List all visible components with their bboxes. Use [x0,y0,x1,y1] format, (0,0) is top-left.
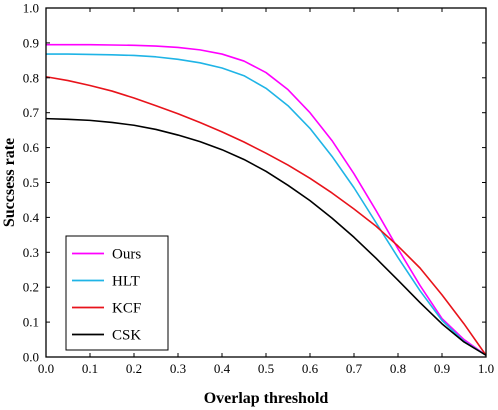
y-tick-label: 0.3 [23,245,39,260]
y-tick-label: 0.0 [23,350,39,365]
series-line-kcf [45,75,487,356]
legend-label-kcf: KCF [112,301,141,317]
x-tick-label: 0.6 [302,361,319,376]
x-tick-label: 0.5 [258,361,274,376]
series-line-ours [46,43,487,356]
x-tick-label: 1.0 [478,361,494,376]
x-tick-label: 0.8 [390,361,406,376]
legend: Ours HLT KCF CSK [65,235,169,351]
y-tick-label: 0.4 [23,210,40,225]
y-tick-label: 1.0 [23,1,39,16]
y-tick-label: 0.9 [23,35,39,50]
y-axis-title: Succsess rate [1,138,18,227]
x-axis-title: Overlap threshold [204,390,329,407]
y-tick-label: 0.2 [23,280,39,295]
x-tick-label: 0.4 [214,361,231,376]
series-layer [45,43,487,356]
series-line-hlt [46,53,487,356]
y-tick-label: 0.1 [23,315,39,330]
x-tick-label: 0.1 [82,361,98,376]
legend-label-csk: CSK [112,328,141,344]
x-tick-label: 0.9 [434,361,450,376]
x-tick-label: 0.0 [38,361,54,376]
x-tick-label: 0.7 [346,361,363,376]
series-line-csk [45,117,487,356]
y-tick-label: 0.6 [23,140,40,155]
legend-label-ours: Ours [112,247,141,263]
legend-label-hlt: HLT [112,274,140,290]
ticks-layer: 0.0 0.1 0.2 0.3 0.4 0.5 0.6 0.7 0.8 0.9 1.0 0.0 0.1 0… [23,1,494,377]
x-tick-label: 0.3 [170,361,186,376]
x-tick-label: 0.2 [126,361,142,376]
y-tick-label: 0.5 [23,175,39,190]
y-tick-label: 0.7 [23,105,40,120]
legend-box [65,235,169,351]
y-tick-label: 0.8 [23,70,39,85]
